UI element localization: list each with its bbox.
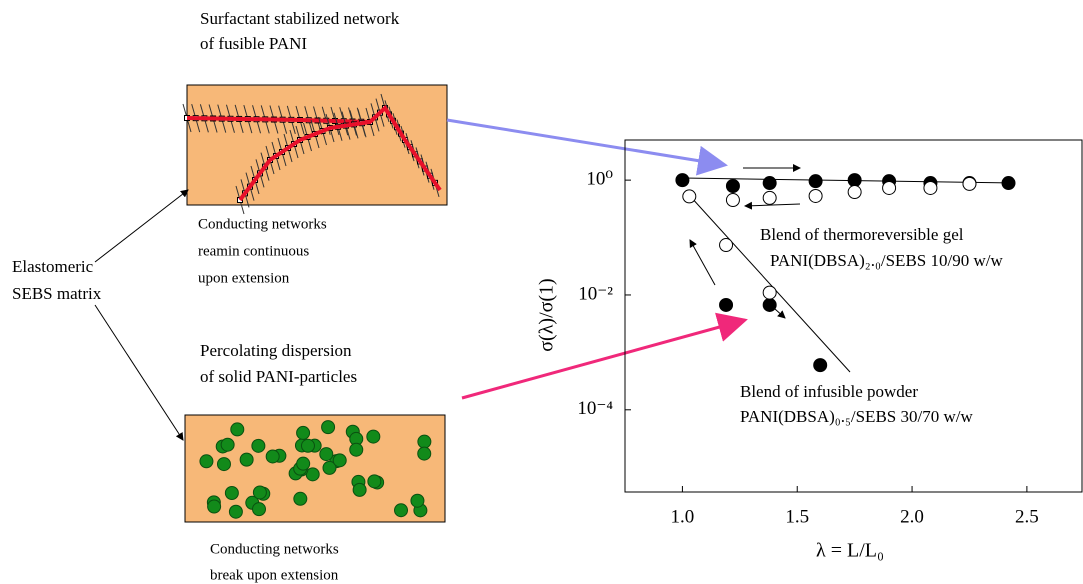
point (809, 189, 822, 202)
particle (418, 447, 431, 460)
direction-arrow (690, 240, 715, 285)
particle (367, 430, 380, 443)
point (924, 181, 937, 194)
point (726, 180, 739, 193)
particle (231, 423, 244, 436)
label: reamin continuous (198, 243, 309, 259)
particle (297, 426, 310, 439)
particle (253, 503, 266, 516)
arrow (447, 120, 725, 165)
y-tick-label: 10⁻⁴ (577, 398, 613, 419)
particle (225, 487, 238, 500)
particle (395, 504, 408, 517)
figure: Surfactant stabilized network of fusible… (0, 0, 1083, 584)
point (763, 298, 776, 311)
label: of fusible PANI (200, 34, 307, 53)
pointer (95, 305, 183, 440)
annotation: PANI(DBSA)₂.₀/SEBS 10/90 w/w (770, 251, 1003, 270)
x-tick-label: 2.5 (1015, 506, 1039, 527)
particle (322, 421, 335, 434)
x-tick-label: 1.0 (671, 506, 695, 527)
point (720, 239, 733, 252)
particle (333, 454, 346, 467)
label: break upon extension (210, 567, 339, 583)
point (814, 359, 827, 372)
point (883, 181, 896, 194)
particle (217, 458, 230, 471)
particle (252, 439, 265, 452)
point (848, 174, 861, 187)
pointer (95, 190, 188, 262)
label: Percolating dispersion (200, 341, 352, 360)
point (763, 286, 776, 299)
annotation: Blend of thermoreversible gel (760, 225, 964, 244)
particle (301, 439, 314, 452)
particle (297, 457, 310, 470)
particle (253, 486, 266, 499)
point (676, 174, 689, 187)
particle (266, 450, 279, 463)
point (726, 194, 739, 207)
label: upon extension (198, 270, 290, 286)
label: Conducting networks (210, 541, 339, 557)
point (763, 191, 776, 204)
particle (200, 455, 213, 468)
particle (221, 438, 234, 451)
particle (350, 443, 363, 456)
label: of solid PANI-particles (200, 367, 357, 386)
y-tick-label: 10⁻² (578, 283, 613, 304)
arrow (462, 320, 745, 398)
particle (411, 494, 424, 507)
annotation: Blend of infusible powder (740, 382, 918, 401)
annotation: PANI(DBSA)₀.₅/SEBS 30/70 w/w (740, 407, 973, 426)
point (963, 177, 976, 190)
point (809, 175, 822, 188)
label: SEBS matrix (12, 284, 102, 303)
particle (240, 453, 253, 466)
x-tick-label: 1.5 (785, 506, 809, 527)
point (720, 298, 733, 311)
y-axis-label: σ(λ)/σ(1) (536, 278, 558, 351)
particle (229, 505, 242, 518)
particle (368, 475, 381, 488)
point (683, 190, 696, 203)
particle (418, 435, 431, 448)
point (848, 186, 861, 199)
particle (320, 448, 333, 461)
point (1002, 177, 1015, 190)
particle (353, 483, 366, 496)
x-tick-label: 2.0 (900, 506, 924, 527)
y-tick-label: 10⁰ (586, 168, 613, 189)
label: Elastomeric (12, 257, 94, 276)
label: Conducting networks (198, 216, 327, 232)
label: Surfactant stabilized network (200, 9, 400, 28)
point (763, 177, 776, 190)
particle (208, 500, 221, 513)
x-axis-label: λ = L/L₀ (816, 540, 884, 562)
particle (294, 492, 307, 505)
